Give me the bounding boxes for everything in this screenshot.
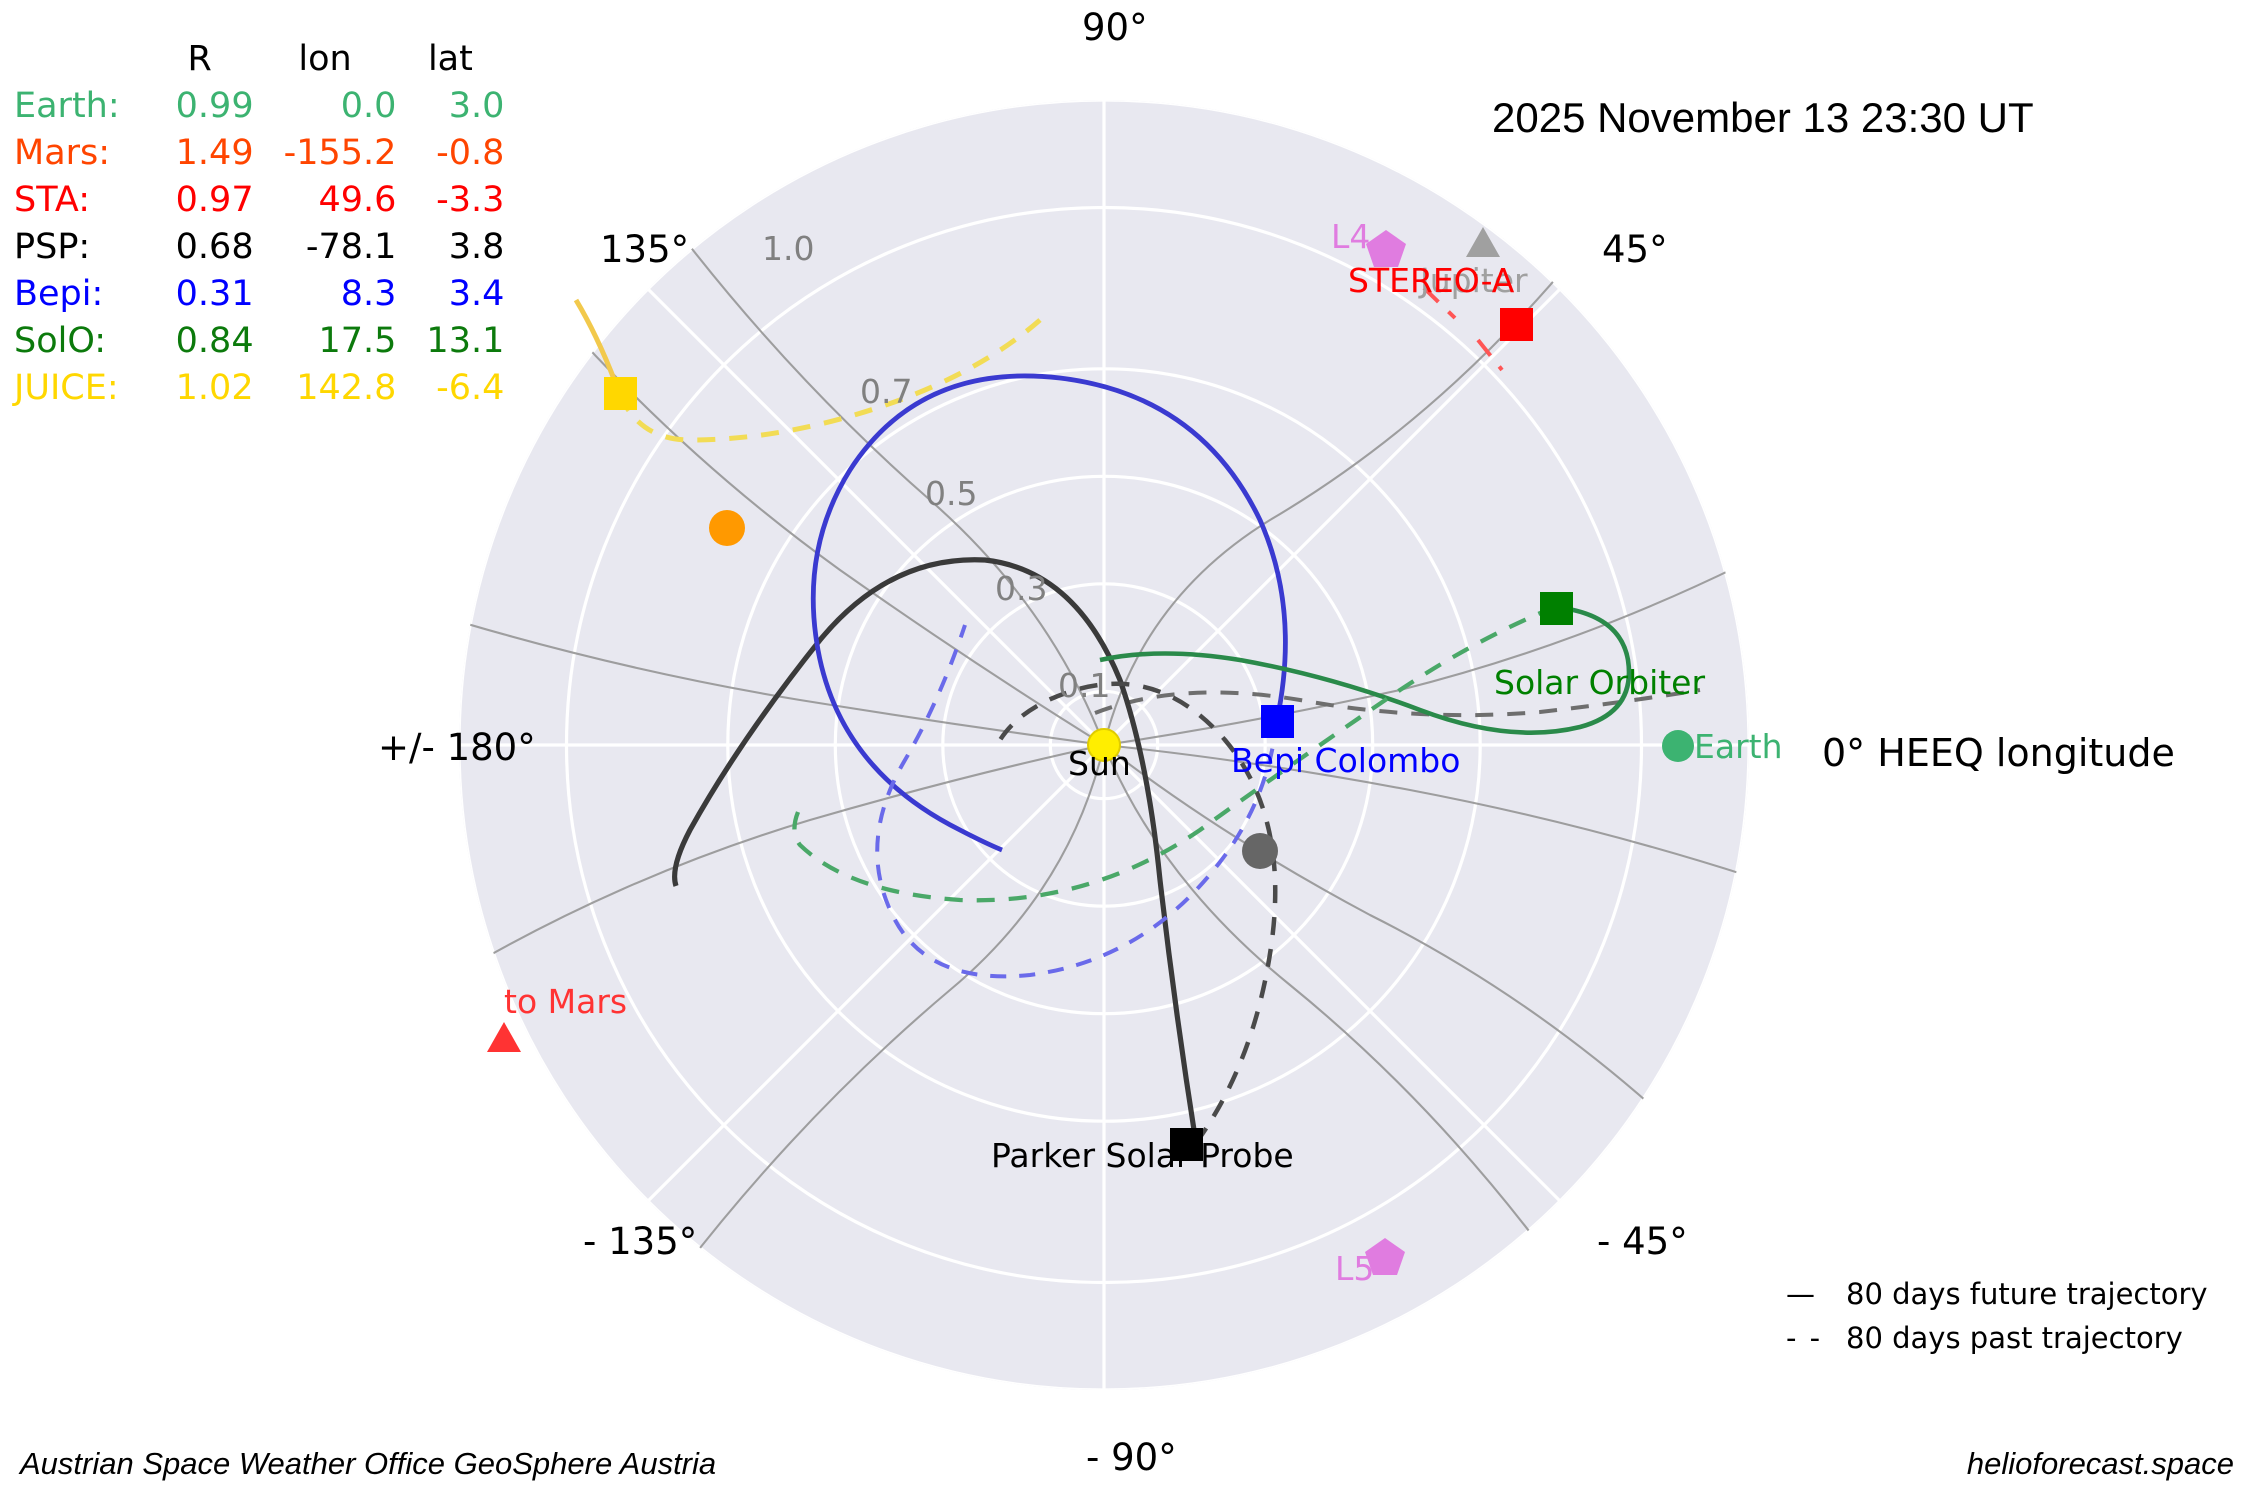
table-cell-lat: 3.4 <box>448 274 505 314</box>
stereoa-trajectory <box>1422 286 1504 372</box>
table-cell-lon: -78.1 <box>305 227 397 267</box>
table-cell-lon: 17.5 <box>318 321 397 361</box>
legend-label-past: 80 days past trajectory <box>1846 1321 2183 1355</box>
table-cell-lon: 0.0 <box>340 86 397 126</box>
table-cell-R: 0.31 <box>175 274 254 314</box>
table-cell-lon: -155.2 <box>283 133 397 173</box>
l4-label: L4 <box>1331 217 1370 256</box>
r-tick-label-1.0: 1.0 <box>762 229 814 268</box>
table-cell-name: Bepi: <box>14 274 104 314</box>
to-mars-label: to Mars <box>504 982 627 1021</box>
venus-marker[interactable] <box>709 510 745 546</box>
angle-label-135: 135° <box>600 228 690 271</box>
angle-label-minus-45: - 45° <box>1597 1220 1688 1263</box>
table-cell-lat: 3.0 <box>448 86 505 126</box>
to-mars-marker[interactable] <box>487 1022 521 1052</box>
l4-marker[interactable] <box>1366 230 1406 267</box>
body-position-table: R lon lat Earth: 0.99 0.0 3.0 Mars: 1.49 -155.… <box>14 36 504 412</box>
legend-row-past: - - 80 days past trajectory <box>1786 1316 2208 1360</box>
table-cell-R: 0.97 <box>175 180 254 220</box>
table-header-r: R <box>187 39 212 79</box>
table-header-blank <box>14 36 146 83</box>
bepi-future-trajectory <box>810 373 1288 853</box>
table-cell-name: JUICE: <box>14 368 119 408</box>
heeq-longitude-label: 0° HEEQ longitude <box>1822 731 2175 775</box>
table-cell-name: STA: <box>14 180 90 220</box>
table-cell-name: PSP: <box>14 227 91 267</box>
juice-past-trajectory <box>617 318 1042 443</box>
solar-orbiter-label: Solar Orbiter <box>1494 663 1705 702</box>
table-cell-name: SolO: <box>14 321 107 361</box>
mercury-marker[interactable] <box>1242 833 1278 869</box>
table-cell-R: 1.49 <box>175 133 254 173</box>
table-cell-lat: -0.8 <box>436 133 505 173</box>
solar-orbiter-marker[interactable] <box>1540 592 1573 625</box>
psp-past-trajectory <box>998 681 1278 1145</box>
trajectory-legend: — 80 days future trajectory - - 80 days … <box>1786 1272 2208 1360</box>
table-cell-R: 0.84 <box>175 321 254 361</box>
r-tick-label-0.1: 0.1 <box>1058 666 1110 705</box>
page-title: 2025 November 13 23:30 UT <box>1492 94 2034 141</box>
table-cell-lon: 142.8 <box>296 368 397 408</box>
r-tick-label-0.7: 0.7 <box>860 372 912 411</box>
legend-label-future: 80 days future trajectory <box>1846 1277 2208 1311</box>
psp-future-trajectory <box>672 557 1199 1144</box>
earth-past-trajectory <box>1094 688 1701 718</box>
table-cell-name: Mars: <box>14 133 111 173</box>
legend-row-future: — 80 days future trajectory <box>1786 1272 2208 1316</box>
angular-gridlines <box>459 100 1749 1390</box>
table-row: STA: 0.97 49.6 -3.3 <box>14 177 504 224</box>
footer-website: helioforecast.space <box>1966 1446 2234 1481</box>
footer-attribution: Austrian Space Weather Office GeoSphere … <box>20 1446 717 1481</box>
table-row: Bepi: 0.31 8.3 3.4 <box>14 271 504 318</box>
table-cell-lat: -3.3 <box>436 180 505 220</box>
table-header-lat: lat <box>427 39 473 79</box>
angle-label-45: 45° <box>1602 228 1668 271</box>
angle-label-minus-90: - 90° <box>1086 1436 1177 1479</box>
sun-label: Sun <box>1068 744 1131 783</box>
earth-marker[interactable] <box>1662 730 1694 762</box>
table-cell-R: 1.02 <box>175 368 254 408</box>
earth-label: Earth <box>1694 727 1783 766</box>
jupiter-label: Jupiter <box>1418 261 1528 300</box>
angle-label-180: +/- 180° <box>378 726 536 769</box>
table-cell-R: 0.99 <box>175 86 254 126</box>
table-row: SolO: 0.84 17.5 13.1 <box>14 318 504 365</box>
table-row: JUICE: 1.02 142.8 -6.4 <box>14 365 504 412</box>
jupiter-marker[interactable] <box>1466 227 1500 257</box>
r-tick-label-0.5: 0.5 <box>925 474 977 513</box>
table-cell-lat: 3.8 <box>448 227 505 267</box>
angle-label-90: 90° <box>1082 6 1148 49</box>
table-row: Mars: 1.49 -155.2 -0.8 <box>14 130 504 177</box>
psp-marker[interactable] <box>1170 1128 1203 1161</box>
solo-future-trajectory <box>1099 604 1632 735</box>
stereo-a-marker[interactable] <box>1500 308 1533 341</box>
l5-marker[interactable] <box>1365 1238 1405 1275</box>
bepi-colombo-marker[interactable] <box>1261 705 1294 738</box>
table-cell-name: Earth: <box>14 86 120 126</box>
dashed-line-icon: - - <box>1786 1321 1823 1355</box>
table-header-lon: lon <box>298 39 352 79</box>
sun-marker[interactable] <box>1087 728 1121 762</box>
solid-line-icon: — <box>1786 1277 1817 1311</box>
table-cell-R: 0.68 <box>175 227 254 267</box>
stereo-a-label: STEREO-A <box>1348 261 1515 300</box>
table-cell-lat: -6.4 <box>436 368 505 408</box>
table-row: Earth: 0.99 0.0 3.0 <box>14 83 504 130</box>
psp-label: Parker Solar Probe <box>991 1136 1294 1175</box>
solo-past-trajectory <box>792 605 1556 903</box>
r-tick-label-0.3: 0.3 <box>995 569 1047 608</box>
table-header-row: R lon lat <box>14 36 504 83</box>
l5-label: L5 <box>1335 1249 1374 1288</box>
table-cell-lat: 13.1 <box>426 321 505 361</box>
juice-marker[interactable] <box>604 377 637 410</box>
table-cell-lon: 49.6 <box>318 180 397 220</box>
angle-label-minus-135: - 135° <box>583 1220 698 1263</box>
table-row: PSP: 0.68 -78.1 3.8 <box>14 224 504 271</box>
table-cell-lon: 8.3 <box>340 274 397 314</box>
bepi-colombo-label: Bepi Colombo <box>1231 741 1460 780</box>
